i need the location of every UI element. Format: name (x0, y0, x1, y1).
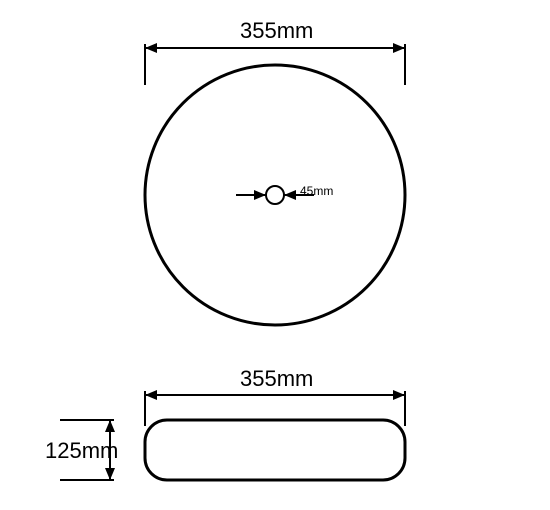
hole-diameter-label: 45mm (300, 184, 333, 198)
top-diameter-label: 355mm (240, 18, 313, 44)
drawing-svg (0, 0, 550, 510)
side-height-label: 125mm (45, 438, 118, 464)
side-width-label: 355mm (240, 366, 313, 392)
technical-drawing: 355mm 45mm 355mm 125mm (0, 0, 550, 510)
